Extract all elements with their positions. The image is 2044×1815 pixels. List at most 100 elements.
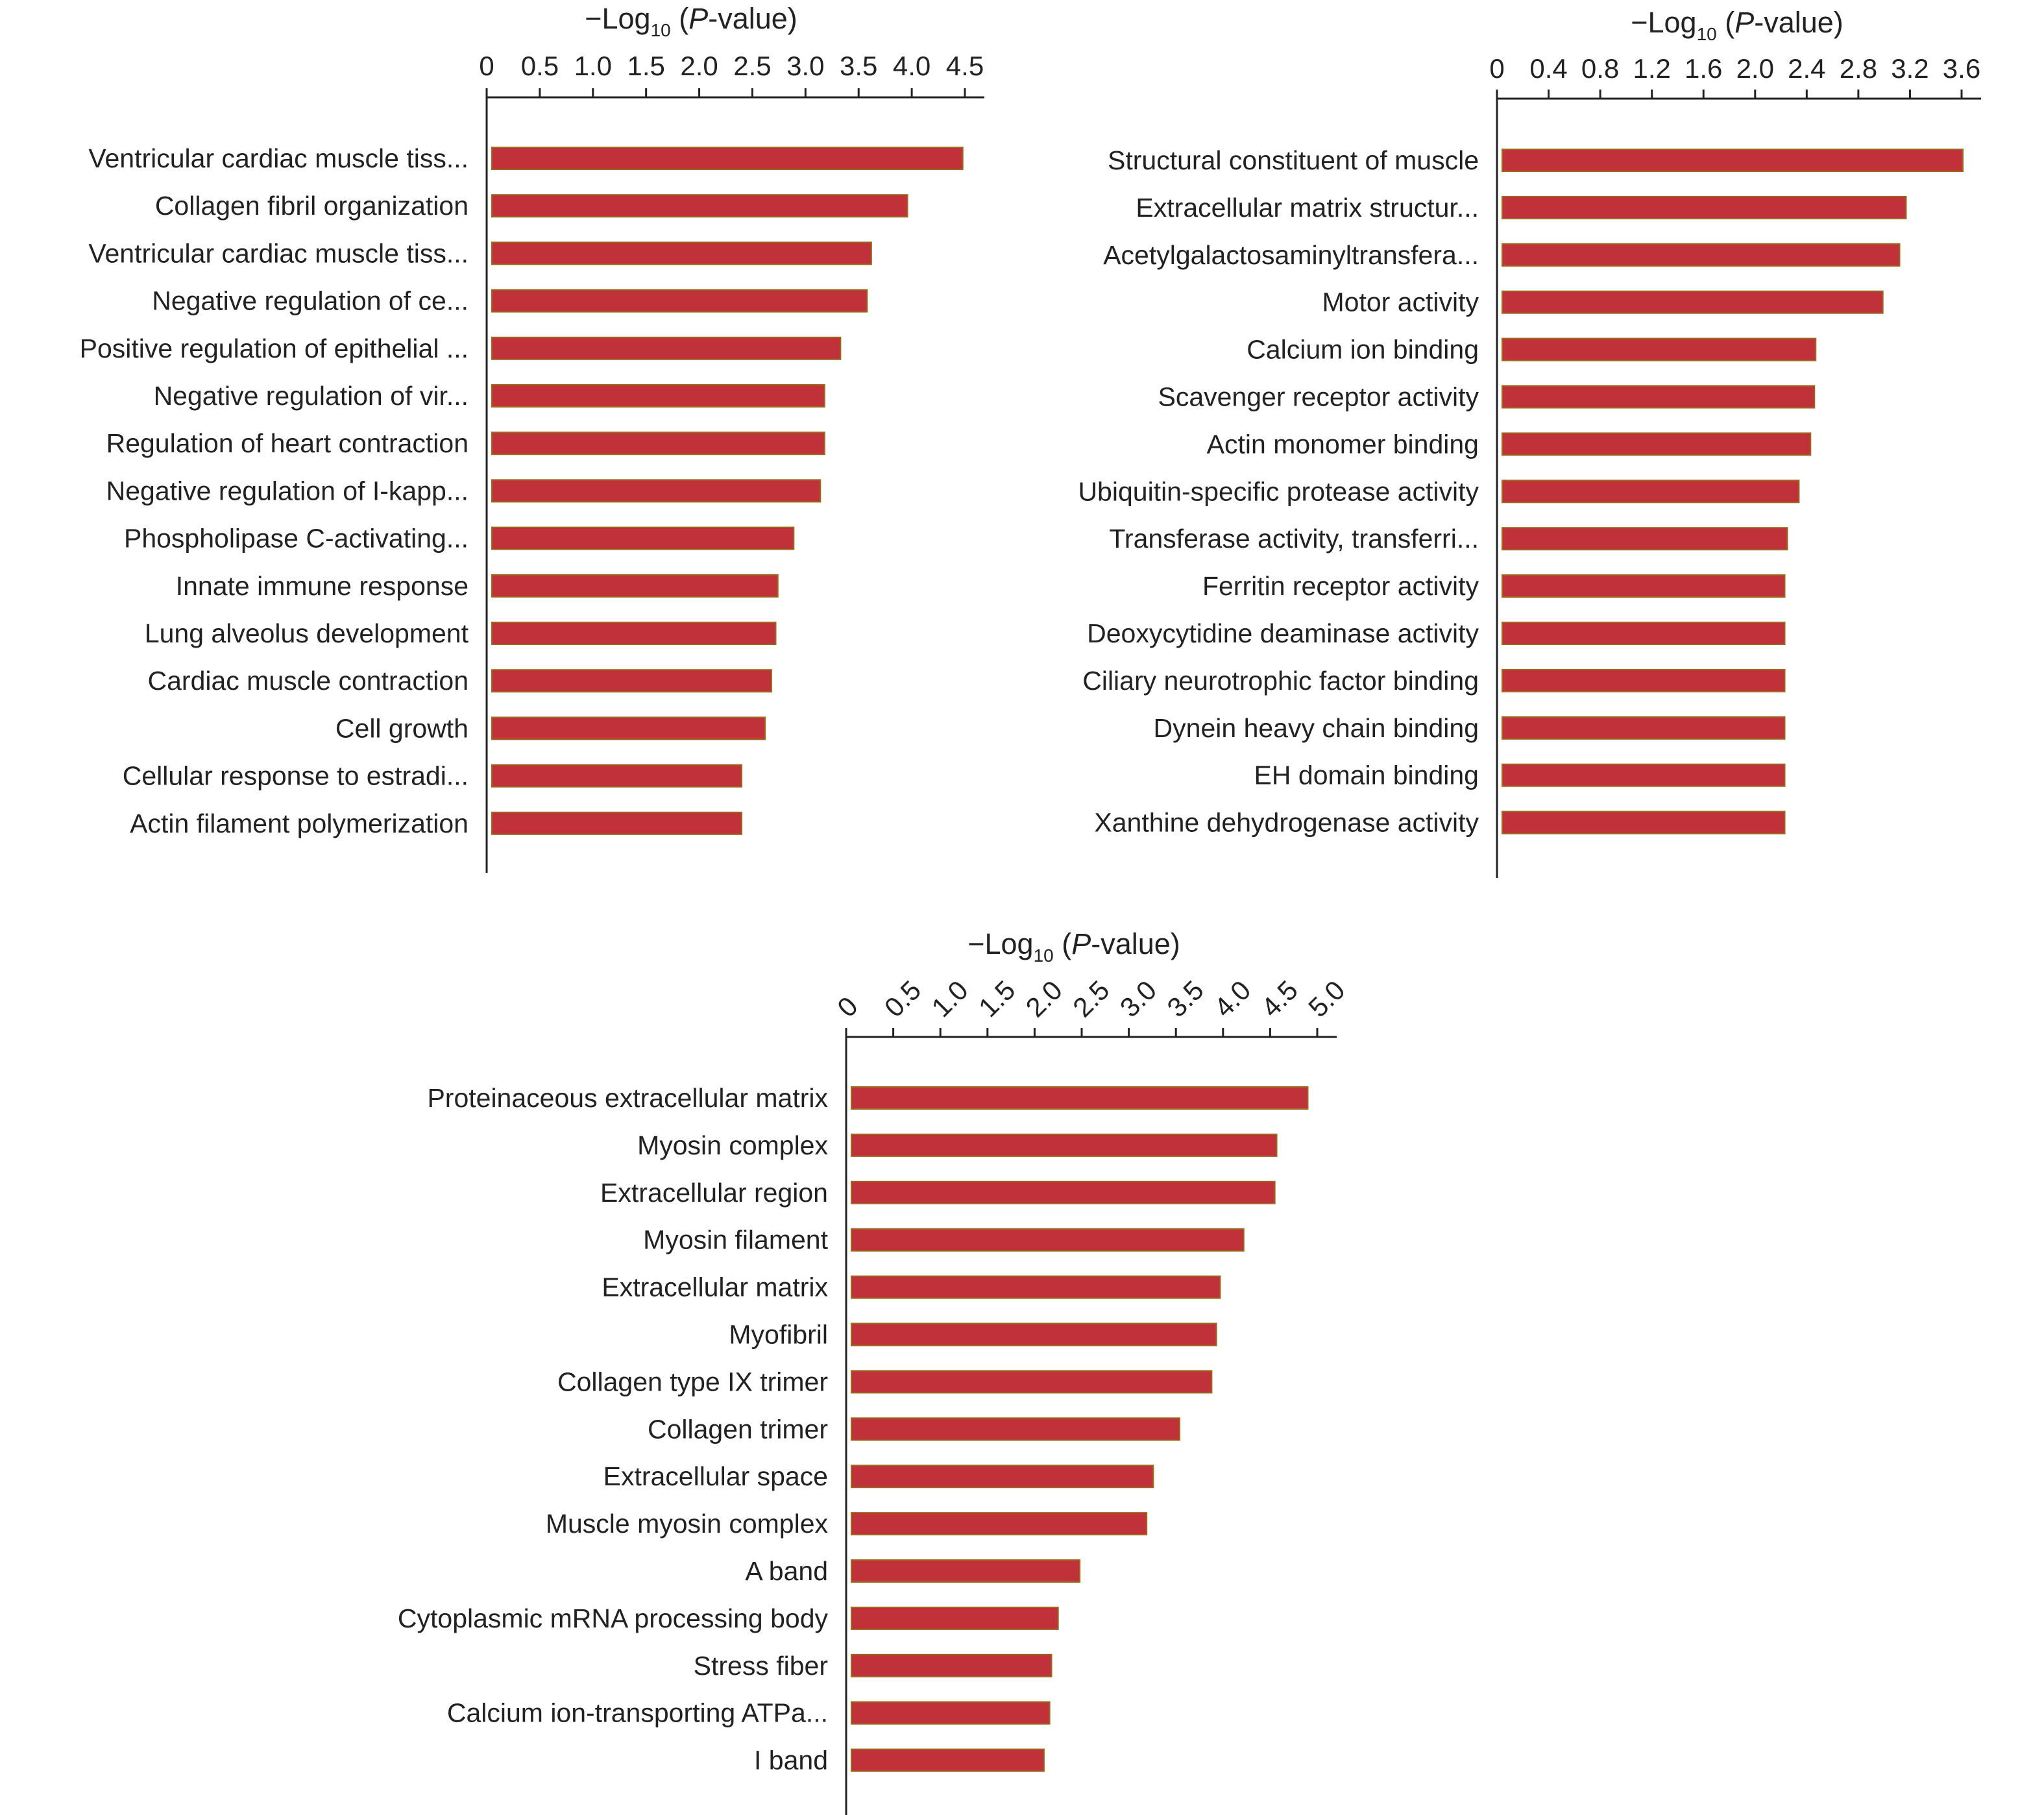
- x-tick-label: 3.2: [1891, 53, 1928, 84]
- category-label: Phospholipase C-activating...: [124, 524, 468, 554]
- x-tick-label: 1.2: [1633, 53, 1670, 84]
- bar: [851, 1228, 1245, 1252]
- x-tick-label: 2.0: [680, 51, 718, 81]
- bar: [851, 1086, 1309, 1110]
- bar: [1502, 195, 1907, 219]
- x-tick-label: 0.5: [879, 975, 927, 1023]
- category-label: Collagen fibril organization: [155, 191, 468, 221]
- bar: [1502, 432, 1812, 456]
- category-label: Proteinaceous extracellular matrix: [427, 1083, 828, 1113]
- x-tick-label: 0.8: [1581, 53, 1619, 84]
- x-tick-label: 2.4: [1788, 53, 1825, 84]
- x-tick-label: 0: [1489, 53, 1504, 84]
- category-label: Extracellular matrix structur...: [1136, 193, 1479, 223]
- bar: [491, 432, 825, 456]
- category-label: Acetylgalactosaminyltransfera...: [1103, 240, 1479, 270]
- x-tick-label: 1.0: [574, 51, 612, 81]
- bar: [491, 289, 868, 313]
- category-label: Calcium ion-transporting ATPa...: [447, 1698, 828, 1728]
- category-label: Actin filament polymerization: [130, 809, 468, 838]
- bar: [1502, 810, 1786, 834]
- x-tick-label: 2.8: [1840, 53, 1877, 84]
- category-label: Calcium ion binding: [1247, 335, 1479, 365]
- category-label: Transferase activity, transferri...: [1109, 524, 1479, 554]
- category-label: I band: [754, 1746, 828, 1775]
- category-label: Innate immune response: [176, 571, 468, 601]
- category-label: Negative regulation of vir...: [154, 381, 468, 411]
- chart-cellular-component: −Log10 (P-value)0 0.51.01.52.02.53.03.54.…: [398, 927, 1351, 1815]
- category-label: EH domain binding: [1254, 761, 1479, 790]
- x-tick-label: 2.5: [1067, 975, 1115, 1023]
- category-label: Stress fiber: [694, 1651, 828, 1681]
- category-label: Extracellular matrix: [602, 1273, 828, 1302]
- bar: [491, 241, 872, 265]
- bar: [491, 811, 743, 835]
- bar: [1502, 668, 1786, 692]
- bar: [851, 1701, 1051, 1725]
- x-axis-title: −Log10 (P-value): [1631, 6, 1843, 44]
- category-label: Deoxycytidine deaminase activity: [1087, 618, 1479, 648]
- bar: [851, 1606, 1059, 1630]
- bar: [851, 1748, 1045, 1772]
- x-tick-label: 2.5: [733, 51, 771, 81]
- bar: [851, 1370, 1213, 1394]
- category-label: Myosin filament: [643, 1225, 828, 1255]
- x-tick-label: 3.0: [786, 51, 824, 81]
- category-label: Structural constituent of muscle: [1108, 145, 1479, 175]
- bar: [851, 1559, 1081, 1583]
- bar: [491, 479, 821, 503]
- category-label: A band: [745, 1556, 828, 1586]
- bar: [851, 1180, 1276, 1204]
- category-label: Negative regulation of ce...: [152, 286, 468, 316]
- chart-biological-process: −Log10 (P-value) 0 0.5 1.0 1.5 2.0 2.5 3.0 3.5 4.…: [80, 2, 984, 873]
- x-tick-label: 2.0: [1020, 975, 1069, 1023]
- x-tick-label: 0: [831, 991, 864, 1023]
- x-tick-label: 1.5: [627, 51, 664, 81]
- x-tick-label: 4.5: [1256, 975, 1304, 1023]
- x-tick-label: 1.0: [925, 975, 974, 1023]
- bar: [1502, 527, 1788, 551]
- bar: [851, 1417, 1181, 1441]
- category-label: Collagen type IX trimer: [557, 1367, 828, 1396]
- bar: [1502, 290, 1884, 314]
- bar: [851, 1275, 1221, 1299]
- bar: [491, 384, 825, 408]
- category-label: Cytoplasmic mRNA processing body: [398, 1603, 829, 1633]
- category-label: Cell growth: [335, 713, 468, 743]
- bar: [1502, 243, 1901, 267]
- x-tick-label: 5.0: [1302, 975, 1351, 1023]
- bar: [491, 194, 908, 218]
- x-tick-label: 3.0: [1114, 975, 1163, 1023]
- category-label: Ferritin receptor activity: [1202, 571, 1479, 601]
- bar: [491, 574, 779, 598]
- category-label: Extracellular space: [603, 1461, 828, 1491]
- category-label: Muscle myosin complex: [546, 1509, 829, 1539]
- x-tick-label: 2.0: [1736, 53, 1774, 84]
- bar: [491, 622, 777, 645]
- category-label: Scavenger receptor activity: [1158, 382, 1479, 412]
- x-tick-label: 3.5: [1161, 975, 1210, 1023]
- category-label: Negative regulation of I-kapp...: [106, 476, 468, 506]
- bar: [491, 526, 795, 550]
- x-tick-label: 0: [479, 51, 494, 81]
- category-label: Motor activity: [1322, 287, 1479, 317]
- bar: [1502, 716, 1786, 740]
- category-label: Ciliary neurotrophic factor binding: [1082, 666, 1479, 696]
- category-label: Lung alveolus development: [145, 618, 469, 648]
- category-label: Ventricular cardiac muscle tiss...: [88, 143, 468, 173]
- x-tick-label: 4.5: [946, 51, 984, 81]
- category-label: Regulation of heart contraction: [106, 428, 468, 458]
- chart-molecular-function: −Log10 (P-value) 0 0.4 0.8 1.2 1.6 2.0 2.4 2.8 3.…: [1078, 6, 1981, 878]
- bar: [851, 1653, 1052, 1677]
- category-label: Myofibril: [729, 1320, 828, 1350]
- category-label: Xanthine dehydrogenase activity: [1094, 808, 1479, 838]
- bar: [491, 336, 842, 360]
- x-tick-label: 3.6: [1943, 53, 1980, 84]
- x-tick-label: 3.5: [840, 51, 877, 81]
- bar: [491, 669, 772, 693]
- x-tick-label: 0.5: [521, 51, 559, 81]
- category-label: Collagen trimer: [648, 1414, 828, 1444]
- category-label: Positive regulation of epithelial ...: [80, 334, 468, 363]
- category-label: Cardiac muscle contraction: [148, 666, 468, 696]
